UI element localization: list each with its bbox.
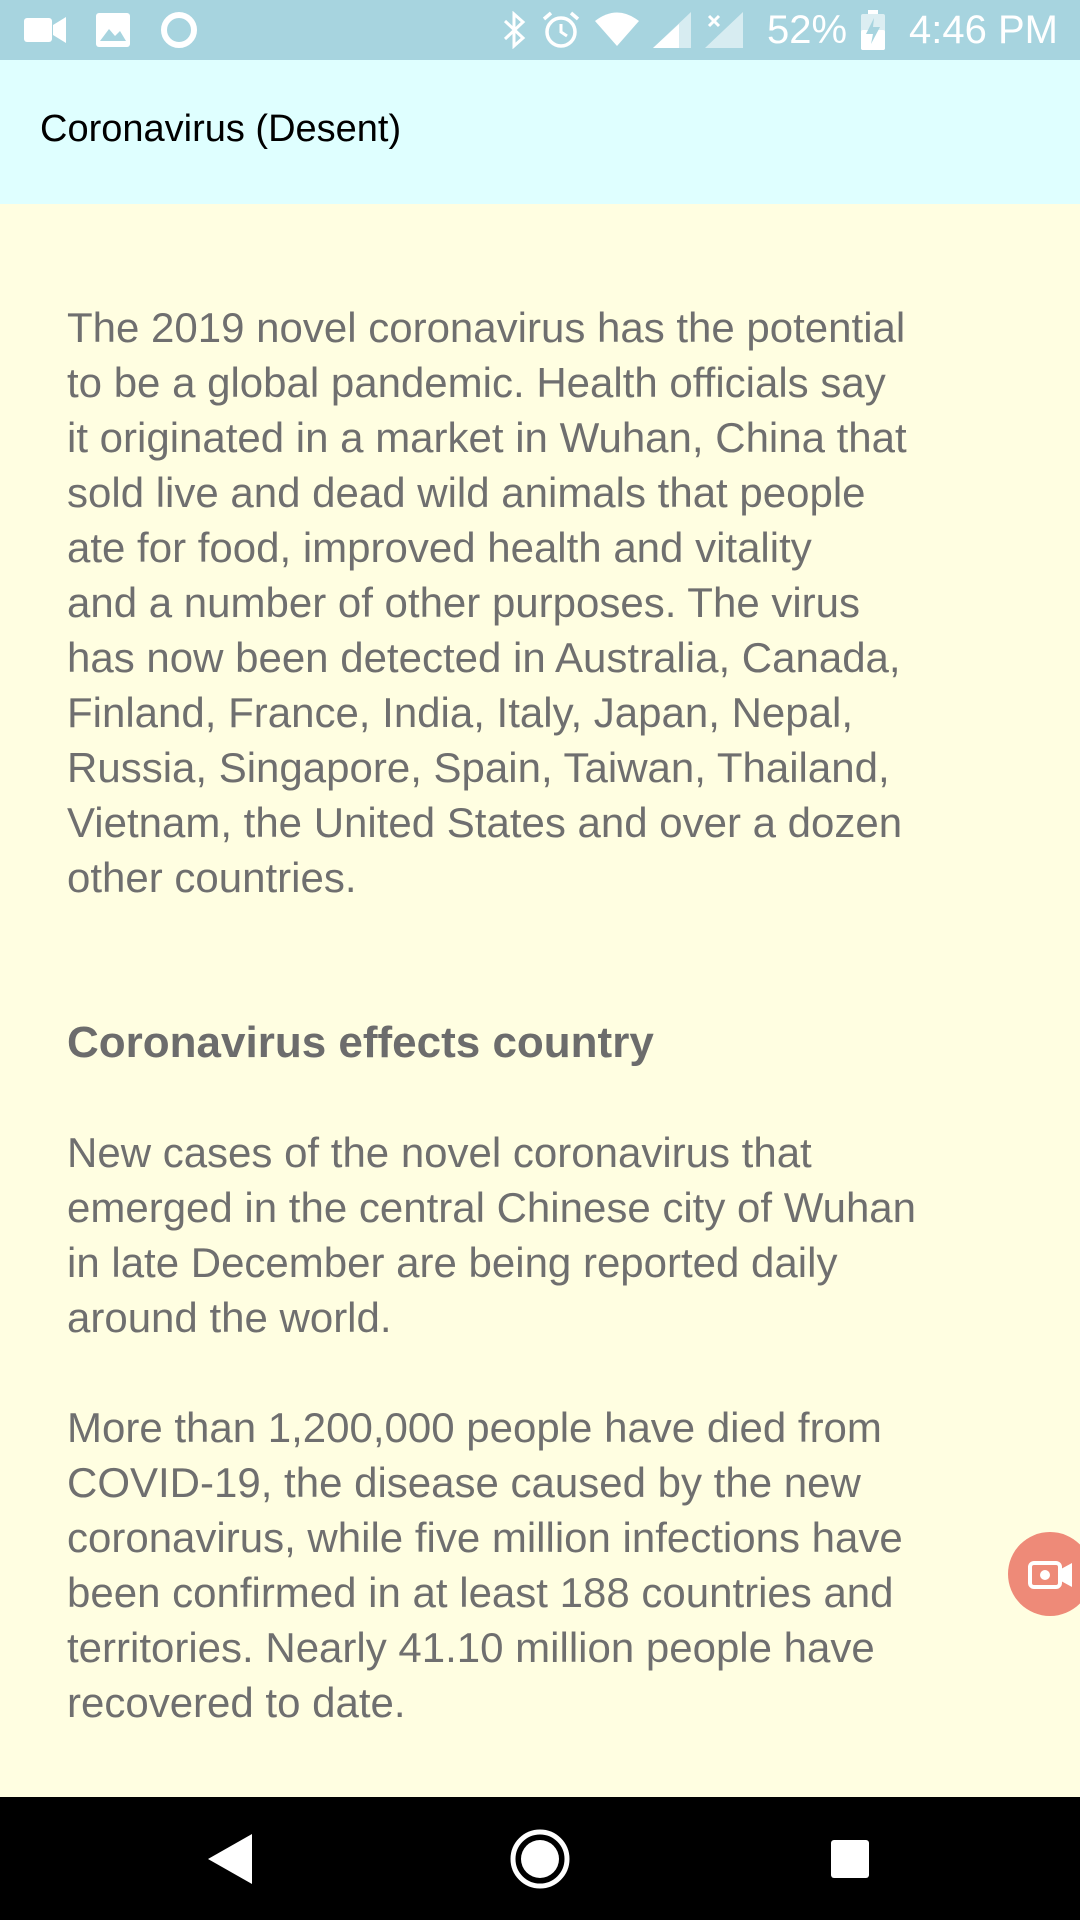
status-left-icons [24,0,198,60]
text-line: around the world. [67,1294,392,1341]
home-icon [510,1829,570,1889]
status-bar: 52% 4:46 PM [0,0,1080,60]
battery-charging-icon [861,10,886,50]
page-title: Coronavirus (Desent) [40,108,402,150]
circle-icon [161,12,197,48]
cell-signal-icon [652,12,691,48]
text-line: Finland, France, India, Italy, Japan, Ne… [67,689,853,736]
text-line: sold live and dead wild animals that peo… [67,469,866,516]
deaths-paragraph: More than 1,200,000 people have died fro… [67,1400,1027,1730]
text-line: and a number of other purposes. The viru… [67,579,861,626]
battery-percentage: 52% [766,8,848,52]
cell-signal-no-service-icon [704,12,743,48]
text-line: COVID-19, the disease caused by the new [67,1459,861,1506]
section-heading: Coronavirus effects country [67,1018,654,1067]
text-line: The 2019 novel coronavirus has the poten… [67,304,906,351]
wifi-icon [594,12,639,46]
text-line: New cases of the novel coronavirus that [67,1129,812,1176]
recents-icon [831,1840,869,1878]
text-line: it originated in a market in Wuhan, Chin… [67,414,907,461]
screen-recorder-button[interactable] [1008,1532,1080,1616]
alarm-icon [542,11,580,48]
clock: 4:46 PM [909,8,1058,52]
app-bar: Coronavirus (Desent) [0,60,1080,204]
text-line: been confirmed in at least 188 countries… [67,1569,894,1616]
bluetooth-icon [503,11,526,49]
cases-paragraph: New cases of the novel coronavirus that … [67,1125,1027,1345]
text-line: More than 1,200,000 people have died fro… [67,1404,882,1451]
back-button[interactable] [198,1827,262,1891]
text-line: has now been detected in Australia, Cana… [67,634,901,681]
article-content: The 2019 novel coronavirus has the poten… [67,300,1027,1730]
text-line: in late December are being reported dail… [67,1239,838,1286]
image-icon [96,13,130,47]
text-line: ate for food, improved health and vitali… [67,524,812,571]
text-line: emerged in the central Chinese city of W… [67,1184,917,1231]
text-line: recovered to date. [67,1679,406,1726]
screen-recorder-icon [1028,1561,1072,1589]
status-right-icons: 52% 4:46 PM [503,0,1058,60]
text-line: territories. Nearly 41.10 million people… [67,1624,875,1671]
back-icon [208,1834,252,1884]
recents-button[interactable] [818,1827,882,1891]
video-camera-icon [24,17,66,43]
home-button[interactable] [508,1827,572,1891]
text-line: to be a global pandemic. Health official… [67,359,886,406]
intro-paragraph: The 2019 novel coronavirus has the poten… [67,300,1027,905]
text-line: Vietnam, the United States and over a do… [67,799,903,846]
navigation-bar [0,1797,1080,1920]
text-line: other countries. [67,854,357,901]
text-line: Russia, Singapore, Spain, Taiwan, Thaila… [67,744,890,791]
text-line: coronavirus, while five million infectio… [67,1514,903,1561]
